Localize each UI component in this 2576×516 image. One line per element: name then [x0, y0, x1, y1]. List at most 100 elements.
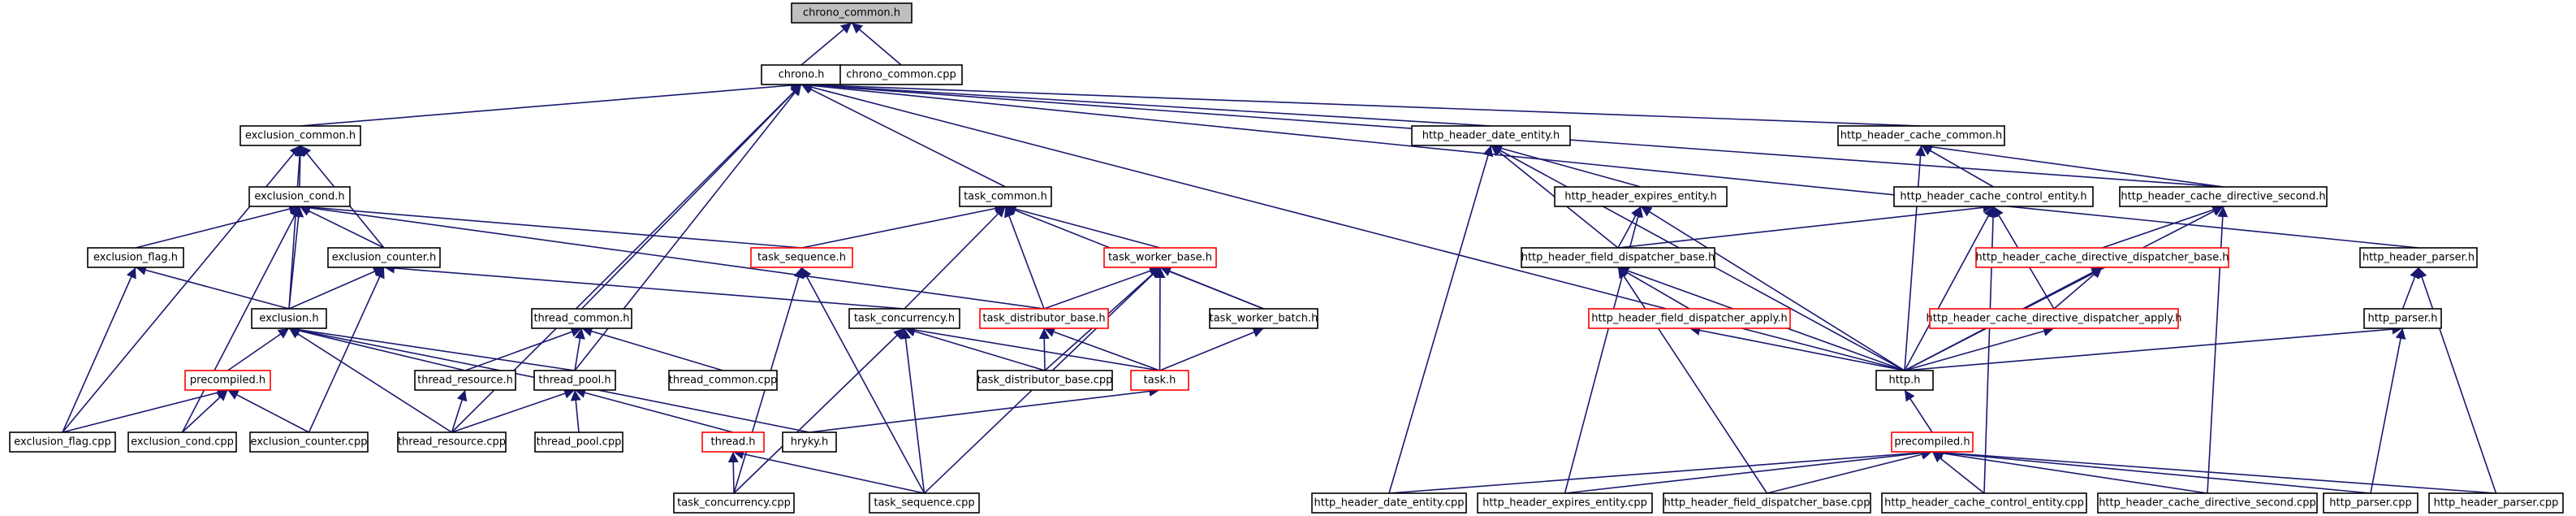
node-thread-resource-cpp[interactable]: thread_resource.cpp: [397, 431, 507, 453]
node-box: [2097, 492, 2318, 514]
edge-thread-resource-cpp-to-thread-pool-h: [451, 388, 576, 433]
edge-exclusion-cond-cpp-to-precompiled-h-left: [181, 389, 229, 433]
node-precompiled-h-left[interactable]: precompiled.h: [184, 370, 271, 391]
node-task-concurrency-h[interactable]: task_concurrency.h: [848, 308, 960, 329]
node-exclusion-counter-cpp[interactable]: exclusion_counter.cpp: [249, 431, 369, 453]
node-exclusion-flag-h[interactable]: exclusion_flag.h: [87, 247, 184, 268]
edge-exclusion-h-to-exclusion-cond-h: [288, 206, 304, 310]
node-box: [869, 492, 980, 514]
edge-exclusion-flag-h-to-exclusion-cond-h: [135, 203, 300, 249]
node-http-header-cache-control-entity-h[interactable]: http_header_cache_control_entity.h: [1893, 186, 2094, 207]
node-thread-resource-h[interactable]: thread_resource.h: [414, 370, 516, 391]
node-box: [782, 431, 837, 453]
node-box: [701, 431, 765, 453]
node-http-parser-cpp[interactable]: http_parser.cpp: [2323, 492, 2419, 514]
node-http-parser-h[interactable]: http_parser.h: [2363, 308, 2442, 329]
node-task-h[interactable]: task.h: [1130, 370, 1189, 391]
edge-http-header-field-dispatcher-base-cpp-to-precompiled-h-right: [1767, 449, 1933, 494]
node-exclusion-h[interactable]: exclusion.h: [251, 308, 327, 329]
edge-task-distributor-base-h-to-exclusion-cond-h: [299, 202, 1045, 310]
node-chrono-h[interactable]: chrono.h: [761, 64, 842, 85]
node-http-header-date-entity-cpp[interactable]: http_header_date_entity.cpp: [1311, 492, 1467, 514]
node-hryky-h[interactable]: hryky.h: [782, 431, 837, 453]
node-exclusion-counter-h[interactable]: exclusion_counter.h: [327, 247, 441, 268]
node-thread-h[interactable]: thread.h: [701, 431, 765, 453]
node-exclusion-cond-cpp[interactable]: exclusion_cond.cpp: [127, 431, 237, 453]
node-task-common-h[interactable]: task_common.h: [959, 186, 1052, 207]
edge-chrono-common-cpp-to-chrono-common-h: [851, 22, 902, 66]
node-task-worker-base-h[interactable]: task_worker_base.h: [1103, 247, 1217, 268]
node-label: http_header_expires_entity.cpp: [1482, 497, 1647, 509]
node-label: http_header_cache_control_entity.cpp: [1884, 497, 2084, 509]
node-http-header-field-dispatcher-apply-h[interactable]: http_header_field_dispatcher_apply.h: [1588, 308, 1791, 329]
node-box: [750, 247, 853, 268]
node-http-header-cache-directive-second-h[interactable]: http_header_cache_directive_second.h: [2119, 186, 2328, 207]
node-http-header-parser-cpp[interactable]: http_header_parser.cpp: [2428, 492, 2564, 514]
node-label: chrono_common.h: [803, 7, 900, 20]
node-exclusion-flag-cpp[interactable]: exclusion_flag.cpp: [9, 431, 116, 453]
node-box: [2359, 247, 2478, 268]
node-label: http.h: [1888, 375, 1920, 387]
node-label: http_parser.cpp: [2329, 497, 2411, 509]
node-chrono-common-cpp[interactable]: chrono_common.cpp: [839, 64, 963, 85]
node-task-sequence-h[interactable]: task_sequence.h: [750, 247, 853, 268]
node-label: exclusion_counter.cpp: [251, 436, 368, 449]
edge-task-sequence-cpp-to-thread-h: [732, 449, 925, 494]
node-task-distributor-base-cpp[interactable]: task_distributor_base.cpp: [977, 370, 1113, 391]
node-http-h[interactable]: http.h: [1875, 370, 1934, 391]
node-task-sequence-cpp[interactable]: task_sequence.cpp: [869, 492, 980, 514]
node-label: task_sequence.cpp: [874, 497, 974, 509]
edge-task-sequence-h-to-exclusion-cond-h: [299, 202, 802, 249]
node-exclusion-cond-h[interactable]: exclusion_cond.h: [248, 186, 351, 207]
node-http-header-parser-h[interactable]: http_header_parser.h: [2359, 247, 2478, 268]
node-label: exclusion_cond.h: [254, 191, 344, 203]
node-task-worker-batch-h[interactable]: task_worker_batch.h: [1209, 308, 1318, 329]
node-box: [2428, 492, 2564, 514]
node-label: task_sequence.h: [757, 252, 846, 264]
node-http-header-field-dispatcher-base-h[interactable]: http_header_field_dispatcher_base.h: [1521, 247, 1715, 268]
edge-http-header-field-dispatcher-base-cpp-to-http-header-field-dispatcher-base-h: [1617, 267, 1768, 494]
node-box: [533, 370, 616, 391]
node-precompiled-h-right[interactable]: precompiled.h: [1891, 431, 1974, 453]
node-http-header-expires-entity-h[interactable]: http_header_expires_entity.h: [1554, 186, 1728, 207]
node-label: precompiled.h: [1894, 436, 1970, 449]
node-http-header-cache-directive-second-cpp[interactable]: http_header_cache_directive_second.cpp: [2097, 492, 2318, 514]
edge-thread-pool-h-to-thread-common-h: [574, 327, 585, 371]
edge-thread-resource-h-to-exclusion-h: [288, 325, 466, 371]
node-http-header-field-dispatcher-base-cpp[interactable]: http_header_field_dispatcher_base.cpp: [1663, 492, 1871, 514]
node-box: [1521, 247, 1715, 268]
edge-task-sequence-cpp-to-task-concurrency-h: [900, 327, 926, 494]
edge-exclusion-counter-h-to-exclusion-cond-h: [299, 206, 385, 249]
node-label: precompiled.h: [190, 375, 265, 387]
node-exclusion-common-h[interactable]: exclusion_common.h: [239, 125, 361, 146]
node-label: http_header_date_entity.cpp: [1314, 497, 1465, 509]
edge-http-header-field-dispatcher-base-h-to-http-header-cache-control-entity-h: [1617, 202, 1994, 249]
node-task-distributor-base-h[interactable]: task_distributor_base.h: [979, 308, 1109, 329]
node-http-header-cache-directive-dispatcher-base-h[interactable]: http_header_cache_directive_dispatcher_b…: [1975, 247, 2229, 268]
edge-http-header-cache-directive-second-cpp-to-precompiled-h-right: [1931, 448, 2208, 494]
node-box: [184, 370, 271, 391]
node-label: http_header_date_entity.h: [1422, 130, 1560, 142]
node-http-header-cache-control-entity-cpp[interactable]: http_header_cache_control_entity.cpp: [1881, 492, 2087, 514]
edge-exclusion-flag-cpp-to-exclusion-flag-h: [62, 267, 136, 433]
edge-http-header-field-dispatcher-base-h-to-http-header-expires-entity-h: [1617, 206, 1642, 249]
node-thread-pool-h[interactable]: thread_pool.h: [533, 370, 616, 391]
node-label: thread_pool.h: [538, 375, 611, 387]
node-label: http_header_expires_entity.h: [1564, 191, 1716, 203]
node-box: [977, 370, 1113, 391]
edge-thread-pool-h-to-exclusion-h: [288, 324, 576, 371]
edge-http-header-expires-entity-cpp-to-precompiled-h-right: [1564, 447, 1933, 494]
node-thread-pool-cpp[interactable]: thread_pool.cpp: [534, 431, 624, 453]
node-thread-common-cpp[interactable]: thread_common.cpp: [668, 370, 778, 391]
node-http-header-expires-entity-cpp[interactable]: http_header_expires_entity.cpp: [1477, 492, 1653, 514]
node-box: [9, 431, 116, 453]
node-http-header-cache-directive-dispatcher-apply-h[interactable]: http_header_cache_directive_dispatcher_a…: [1927, 308, 2182, 329]
node-box: [2323, 492, 2419, 514]
edge-task-sequence-h-to-task-common-h: [801, 203, 1006, 249]
edge-exclusion-flag-cpp-to-precompiled-h-left: [62, 387, 228, 433]
node-box: [1975, 247, 2229, 268]
node-thread-common-h[interactable]: thread_common.h: [531, 308, 632, 329]
node-http-header-cache-common-h[interactable]: http_header_cache_common.h: [1837, 125, 2005, 146]
node-http-header-date-entity-h[interactable]: http_header_date_entity.h: [1411, 125, 1571, 146]
node-task-concurrency-cpp[interactable]: task_concurrency.cpp: [673, 492, 795, 514]
